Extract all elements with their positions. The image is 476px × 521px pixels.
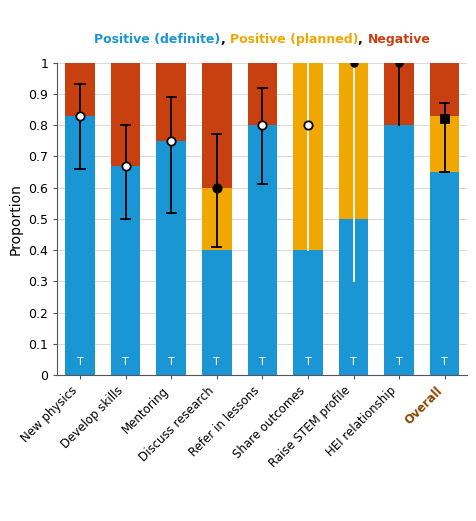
Text: Positive (planned): Positive (planned)	[229, 33, 357, 45]
Bar	[429, 63, 458, 116]
Text: ,: ,	[357, 33, 367, 45]
Bar	[201, 188, 231, 250]
Bar	[338, 219, 367, 375]
Text: T: T	[77, 357, 83, 367]
Bar	[65, 63, 95, 116]
Bar	[65, 116, 95, 375]
Text: T: T	[349, 357, 356, 367]
Bar	[338, 63, 367, 219]
Bar	[429, 116, 458, 172]
Bar	[110, 63, 140, 166]
Text: T: T	[122, 357, 129, 367]
Bar	[292, 63, 322, 250]
Text: Positive (definite): Positive (definite)	[94, 33, 220, 45]
Bar	[247, 63, 277, 125]
Text: T: T	[304, 357, 311, 367]
Bar	[429, 172, 458, 375]
Bar	[110, 166, 140, 375]
Bar	[292, 250, 322, 375]
Text: T: T	[440, 357, 447, 367]
Bar	[201, 63, 231, 188]
Y-axis label: Proportion: Proportion	[9, 183, 22, 255]
Text: T: T	[168, 357, 174, 367]
Text: T: T	[213, 357, 220, 367]
Bar	[384, 63, 413, 125]
Bar	[384, 125, 413, 375]
Text: T: T	[258, 357, 265, 367]
Bar	[247, 125, 277, 375]
Bar	[156, 141, 186, 375]
Text: T: T	[395, 357, 402, 367]
Text: ,: ,	[220, 33, 229, 45]
Bar	[156, 63, 186, 141]
Text: Negative: Negative	[367, 33, 429, 45]
Bar	[201, 250, 231, 375]
